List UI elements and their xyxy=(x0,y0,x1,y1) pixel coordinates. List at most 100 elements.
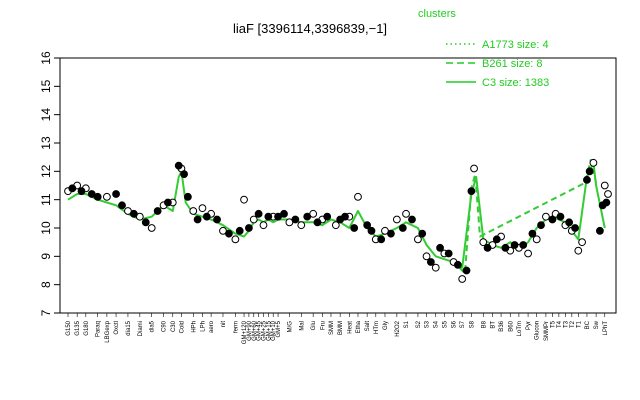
x-tick-label: S2 xyxy=(416,320,422,328)
x-tick-label: S7 xyxy=(460,320,466,328)
data-point-open xyxy=(392,215,401,224)
data-point-open xyxy=(542,212,550,221)
x-tick-label: Mal xyxy=(299,321,305,331)
data-point-filled xyxy=(398,224,407,232)
x-tick-label: Paraq xyxy=(96,321,102,337)
data-point-open xyxy=(604,190,612,198)
x-tick-label: T3 xyxy=(563,320,569,328)
y-tick-label: 9 xyxy=(39,253,53,260)
y-tick-label: 10 xyxy=(39,221,53,235)
data-point-open xyxy=(189,207,198,215)
data-point-filled xyxy=(565,218,574,227)
x-tick-label: Cold xyxy=(179,321,185,333)
x-tick-label: ferm xyxy=(233,321,239,333)
data-point-open xyxy=(524,249,532,258)
legend-entry-c3: C3 size: 1383 xyxy=(482,77,549,89)
x-tick-label: C90 xyxy=(162,320,168,332)
data-point-filled xyxy=(519,241,528,249)
x-tick-label: C30 xyxy=(171,320,177,332)
x-tick-label: S4 xyxy=(434,320,440,328)
x-tick-label: GM+60 xyxy=(252,320,258,341)
x-tick-label: GM+15 xyxy=(266,320,272,341)
data-point-filled xyxy=(510,241,519,249)
data-point-filled xyxy=(174,161,183,170)
x-tick-label: B36 xyxy=(499,320,505,331)
data-point-filled xyxy=(436,243,444,252)
x-tick-label: G150 xyxy=(66,320,72,335)
data-point-filled xyxy=(492,235,501,244)
data-point-open xyxy=(259,221,268,230)
data-point-open xyxy=(240,195,248,204)
data-point-filled xyxy=(164,198,172,207)
x-tick-label: HTm xyxy=(374,321,380,334)
data-point-filled xyxy=(341,212,349,221)
data-point-filled xyxy=(444,249,453,258)
data-point-filled xyxy=(225,229,233,238)
data-point-filled xyxy=(183,192,192,201)
series-line-solid xyxy=(67,161,606,269)
data-point-filled xyxy=(202,212,211,221)
data-point-filled xyxy=(93,192,102,201)
data-point-filled xyxy=(280,209,288,218)
x-tick-label: T2 xyxy=(570,320,576,328)
data-point-filled xyxy=(245,224,253,232)
data-point-filled xyxy=(153,207,162,215)
x-tick-label: Gly xyxy=(383,321,389,330)
data-point-open xyxy=(422,252,431,261)
x-tick-label: HPh xyxy=(191,321,197,333)
y-tick-label: 13 xyxy=(39,136,53,150)
data-point-open xyxy=(479,238,488,247)
y-tick-label: 14 xyxy=(39,108,53,122)
y-tick-label: 7 xyxy=(39,309,53,316)
data-point-open xyxy=(198,204,207,213)
chart-title: liaF [3396114,3396839,−1] xyxy=(233,21,387,36)
x-tick-label: GM+45 xyxy=(257,320,263,341)
data-point-filled xyxy=(68,184,77,193)
x-tick-label: S5 xyxy=(442,320,448,328)
data-points xyxy=(64,158,612,283)
x-tick-label: S8 xyxy=(469,320,475,328)
legend-entry-a1773: A1773 size: 4 xyxy=(482,39,549,51)
x-tick-label: S1 xyxy=(404,320,410,328)
x-tick-label: LPhT xyxy=(603,321,609,336)
data-point-filled xyxy=(602,198,611,207)
x-tick-label: M/G xyxy=(287,321,293,333)
data-point-filled xyxy=(264,212,273,221)
data-point-filled xyxy=(180,170,189,179)
x-tick-label: S3 xyxy=(425,320,431,328)
x-tick-label: BT xyxy=(490,321,496,329)
x-tick-label: GM+25 xyxy=(261,320,267,341)
legend-title: clusters xyxy=(418,8,456,20)
data-point-filled xyxy=(323,212,332,221)
x-tick-label: Salt xyxy=(365,321,371,332)
data-point-filled xyxy=(350,224,359,232)
data-point-filled xyxy=(235,226,244,235)
x-tick-label: H2O2 xyxy=(395,320,401,336)
x-tick-label: Glu xyxy=(311,321,317,330)
data-point-filled xyxy=(537,221,545,230)
series-lines xyxy=(67,159,606,275)
y-tick-label: 15 xyxy=(39,79,53,93)
x-tick-label: GM+90 xyxy=(247,320,253,341)
x-tick-label: Pyr xyxy=(526,321,532,330)
x-tick-label: nit xyxy=(221,321,227,328)
x-tick-label: GM+5 xyxy=(276,320,282,337)
x-tick-label: Etha xyxy=(356,320,362,333)
data-point-filled xyxy=(193,215,202,224)
data-point-open xyxy=(470,164,478,173)
x-tick-label: Heat xyxy=(347,321,353,334)
data-point-filled xyxy=(141,218,150,227)
x-tick-label: GM+10 xyxy=(271,320,277,341)
data-point-filled xyxy=(462,266,471,275)
data-point-open xyxy=(402,209,410,218)
data-point-filled xyxy=(377,235,386,244)
x-tick-label: LPh xyxy=(200,321,206,332)
x-tick-label: Glucon xyxy=(535,321,541,340)
y-tick-label: 12 xyxy=(39,164,53,178)
data-point-filled xyxy=(426,258,435,266)
data-point-filled xyxy=(213,215,221,224)
data-point-filled xyxy=(528,229,537,238)
data-point-open xyxy=(354,192,362,201)
data-point-open xyxy=(578,238,586,247)
